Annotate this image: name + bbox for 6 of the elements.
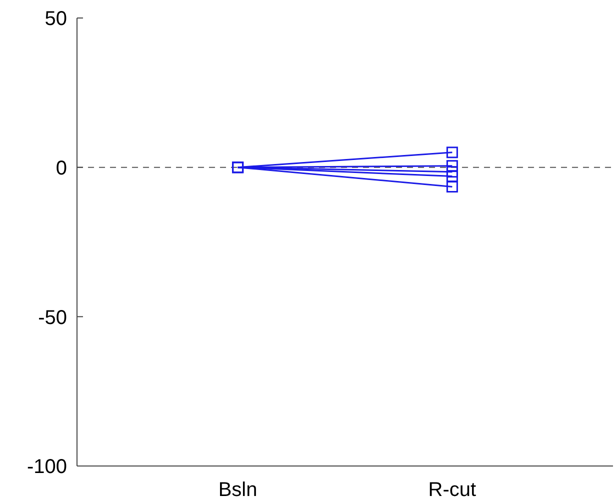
y-tick-label: -100 (26, 456, 67, 478)
y-tick-label: -50 (38, 306, 67, 329)
y-tick-label: 0 (56, 157, 67, 180)
y-tick-label: 50 (44, 8, 67, 30)
x-tick-label: Bsln (218, 479, 258, 500)
x-tick-label: R-cut (428, 479, 477, 500)
